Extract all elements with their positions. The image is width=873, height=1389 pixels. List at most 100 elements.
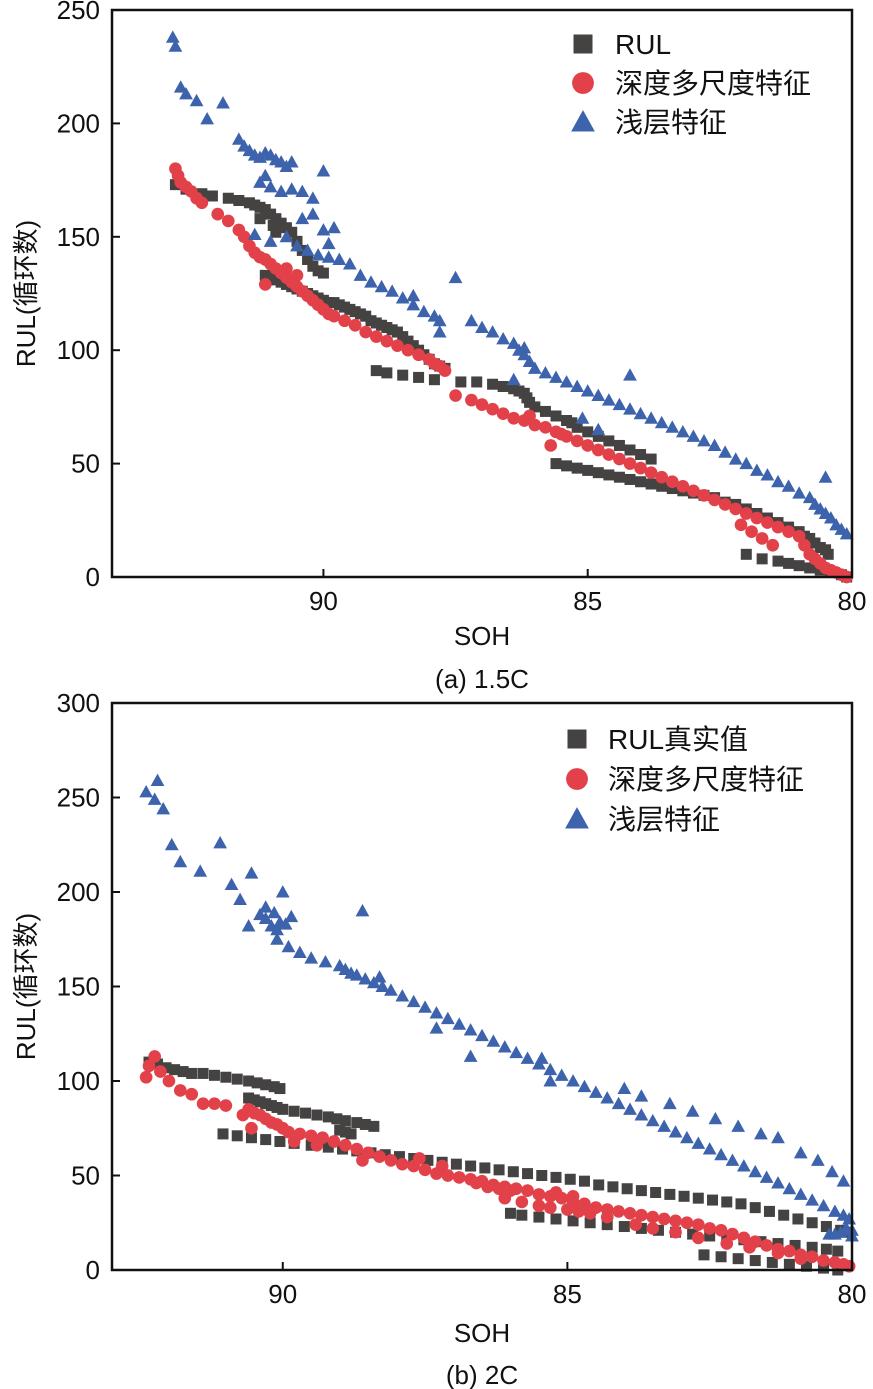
data-point-circle (196, 1097, 210, 1111)
data-point-circle (486, 402, 499, 416)
data-point-triangle (284, 182, 299, 195)
data-point-triangle (818, 470, 833, 483)
data-point-circle (669, 1214, 682, 1228)
data-point-triangle (189, 93, 204, 107)
data-point-triangle (281, 939, 296, 953)
data-point-triangle (781, 479, 796, 492)
data-point-triangle (374, 279, 389, 293)
data-point-triangle (318, 955, 333, 968)
data-point-circle (532, 1188, 546, 1201)
data-point-triangle (816, 1198, 831, 1212)
x-tick-label: 85 (573, 586, 602, 616)
data-point-square (707, 1194, 719, 1206)
data-point-circle (350, 1142, 364, 1156)
data-point-triangle (759, 1170, 774, 1183)
data-point-triangle (258, 168, 273, 182)
data-point-triangle (570, 379, 585, 392)
data-point-circle (726, 1227, 739, 1241)
data-point-triangle (665, 420, 680, 433)
data-point-square (217, 1128, 229, 1140)
data-point-square (772, 555, 784, 567)
x-axis-ticks-a: 90 85 80 (309, 569, 866, 616)
data-point-triangle (156, 801, 171, 815)
data-point-triangle (725, 1153, 740, 1166)
data-point-triangle (355, 904, 370, 917)
data-point-circle (703, 1222, 717, 1235)
data-point-triangle (517, 341, 532, 354)
data-point-square (806, 1217, 818, 1229)
data-point-square (584, 1217, 596, 1229)
data-point-triangle (304, 951, 319, 964)
data-point-square (806, 1241, 818, 1253)
data-point-square (516, 1209, 528, 1221)
data-point-circle (339, 1138, 352, 1152)
data-point-square (601, 1219, 613, 1231)
data-point-square (603, 435, 615, 447)
data-point-square (311, 1109, 323, 1121)
data-point-square (300, 1107, 312, 1119)
data-point-triangle (754, 1127, 768, 1140)
data-point-square (763, 1205, 775, 1217)
data-point-square (533, 1211, 545, 1223)
data-point-square (413, 371, 425, 383)
data-point-circle (496, 407, 510, 421)
data-point-triangle (150, 773, 165, 786)
data-point-square (593, 1179, 605, 1191)
data-point-triangle (559, 375, 574, 388)
data-point-triangle (385, 284, 400, 297)
data-point-circle (452, 1171, 466, 1184)
data-point-square (550, 458, 562, 470)
data-point-circle (583, 1206, 597, 1220)
data-point-square (624, 444, 636, 456)
data-point-triangle (384, 983, 398, 996)
data-point-triangle (485, 325, 500, 338)
data-point-circle (734, 518, 748, 532)
data-point-square (721, 1196, 733, 1208)
y-axis-ticks-a: 0 50 100 150 200 250 (57, 0, 120, 592)
x-axis-label-b: SOH (454, 1318, 510, 1348)
data-point-square (635, 449, 647, 461)
data-point-square (208, 1069, 220, 1081)
chart-panel-b: 90 85 80 0 50 100 150 200 250 300 RUL真实值深度多尺度特征浅… (11, 688, 866, 1389)
data-point-triangle (429, 1006, 444, 1019)
data-point-circle (327, 309, 341, 323)
x-tick-label: 90 (268, 1279, 297, 1309)
data-point-triangle (244, 866, 259, 879)
data-point-circle (173, 1084, 187, 1097)
data-point-circle (395, 1157, 409, 1171)
data-point-triangle (691, 1136, 706, 1149)
data-point-circle (304, 1129, 318, 1143)
data-point-circle (142, 1059, 156, 1073)
data-point-triangle (278, 917, 293, 930)
data-point-triangle (406, 288, 421, 302)
data-point-triangle (395, 291, 410, 304)
data-point-triangle (233, 892, 247, 906)
data-point-square (698, 1249, 710, 1261)
data-point-square (339, 1126, 351, 1138)
data-point-square (732, 1253, 744, 1265)
data-point-triangle (375, 979, 390, 992)
data-point-square (271, 1101, 283, 1113)
data-point-square (832, 1245, 844, 1257)
data-point-square (465, 1160, 477, 1172)
data-point-circle (401, 343, 415, 357)
caption-b: (b) 2C (446, 1360, 518, 1389)
data-point-circle (697, 489, 711, 502)
data-point-triangle (617, 1081, 632, 1095)
data-point-square (245, 1132, 257, 1144)
data-point-triangle (680, 1130, 694, 1144)
data-point-triangle (475, 320, 489, 334)
data-point-circle (469, 1176, 483, 1190)
data-point-circle (539, 420, 552, 434)
data-point-circle (613, 452, 626, 466)
data-point-square (471, 376, 483, 388)
data-point-square (687, 1228, 699, 1240)
data-point-triangle (193, 864, 208, 877)
data-point-square (666, 483, 678, 495)
data-point-circle (310, 1138, 324, 1152)
data-point-square (783, 1258, 795, 1270)
data-point-square (522, 1168, 534, 1180)
data-point-circle (236, 1108, 250, 1122)
data-point-square (783, 557, 795, 569)
data-point-square (664, 1188, 676, 1200)
